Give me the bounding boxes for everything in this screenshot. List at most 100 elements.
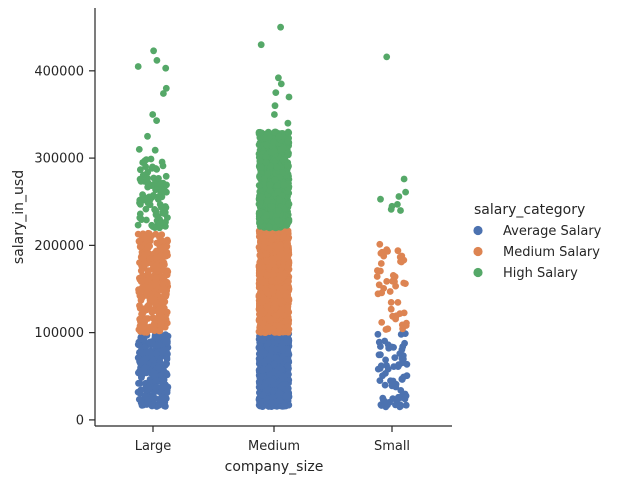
- data-point: [152, 377, 160, 385]
- data-point: [158, 231, 166, 239]
- data-point: [394, 299, 402, 306]
- legend: salary_category Average Salary Medium Sal…: [473, 202, 602, 281]
- data-point: [283, 386, 290, 393]
- legend-title: salary_category: [474, 202, 585, 218]
- data-point: [140, 196, 147, 204]
- data-point: [256, 270, 264, 278]
- data-point: [156, 327, 164, 335]
- data-point: [264, 170, 271, 178]
- data-point: [138, 216, 146, 224]
- data-point: [273, 312, 280, 319]
- data-point: [279, 373, 286, 380]
- data-point: [268, 235, 276, 243]
- data-point: [142, 205, 150, 213]
- data-point: [272, 346, 280, 353]
- data-point: [278, 342, 285, 350]
- data-point: [136, 175, 144, 183]
- data-point: [388, 202, 396, 210]
- data-point: [274, 188, 282, 196]
- data-point: [157, 319, 165, 327]
- data-point: [377, 260, 385, 267]
- data-point: [383, 278, 391, 285]
- data-point: [275, 74, 282, 82]
- data-point: [273, 163, 281, 171]
- data-point: [275, 322, 283, 330]
- data-point: [386, 288, 394, 295]
- data-point: [138, 349, 145, 356]
- data-point: [377, 267, 384, 275]
- x-tick-label: Medium: [248, 439, 300, 454]
- data-point: [256, 218, 264, 225]
- data-point: [394, 201, 401, 208]
- data-point: [256, 258, 264, 266]
- y-ticks: 0 100000 200000 300000 400000: [34, 64, 95, 428]
- data-point: [158, 244, 166, 252]
- data-point: [141, 364, 149, 372]
- data-point: [143, 290, 151, 298]
- data-point: [264, 324, 272, 332]
- data-point: [263, 197, 271, 204]
- data-point: [401, 395, 409, 403]
- data-point: [151, 315, 159, 322]
- data-point: [263, 141, 270, 149]
- data-point: [148, 325, 156, 332]
- data-point: [267, 377, 274, 385]
- legend-entry: Medium Salary: [503, 245, 600, 260]
- data-point: [262, 296, 270, 304]
- data-point: [154, 213, 162, 221]
- data-point: [283, 356, 291, 363]
- data-point: [154, 196, 162, 203]
- data-point: [272, 242, 279, 250]
- data-point: [394, 247, 402, 255]
- data-point: [266, 181, 274, 189]
- data-point: [158, 253, 166, 261]
- data-point: [139, 191, 147, 199]
- data-point: [285, 217, 293, 225]
- data-point: [255, 182, 263, 189]
- data-point: [397, 331, 405, 338]
- data-point: [153, 117, 161, 124]
- data-point: [384, 247, 391, 255]
- data-point: [261, 380, 269, 388]
- data-point: [284, 278, 292, 286]
- data-point: [268, 203, 276, 210]
- data-point: [274, 217, 281, 225]
- data-point: [272, 89, 280, 96]
- data-point: [270, 138, 278, 146]
- data-point: [384, 325, 392, 333]
- data-point: [283, 338, 290, 346]
- legend-marker: [473, 267, 483, 278]
- data-point: [152, 275, 160, 282]
- data-point: [163, 280, 171, 287]
- data-point: [257, 163, 265, 171]
- data-point: [138, 278, 146, 285]
- data-point: [157, 384, 165, 392]
- data-point: [396, 253, 404, 261]
- data-point: [146, 284, 154, 291]
- data-point: [144, 267, 152, 274]
- data-point: [138, 402, 146, 409]
- data-point: [160, 376, 168, 384]
- data-point: [144, 132, 151, 140]
- data-point: [164, 338, 171, 345]
- data-point: [261, 278, 269, 286]
- data-point: [279, 273, 287, 281]
- data-point: [388, 343, 396, 351]
- data-point: [398, 346, 406, 353]
- data-point: [395, 361, 403, 369]
- data-point: [391, 354, 399, 361]
- data-point: [263, 303, 271, 310]
- data-point: [139, 255, 147, 262]
- data-point: [382, 370, 389, 377]
- data-point: [262, 153, 270, 161]
- data-point: [157, 313, 165, 321]
- data-point: [275, 133, 283, 141]
- x-tick-label: Small: [374, 439, 410, 454]
- data-point: [284, 138, 292, 145]
- data-point: [268, 398, 276, 406]
- data-point: [162, 64, 170, 72]
- data-point: [285, 349, 292, 357]
- data-point: [134, 230, 142, 238]
- data-point: [263, 257, 270, 265]
- data-point: [148, 339, 156, 346]
